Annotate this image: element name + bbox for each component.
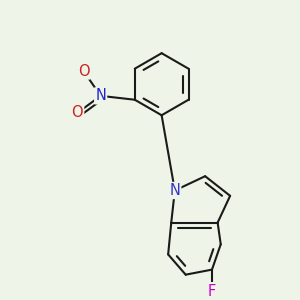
Text: O: O <box>72 105 83 120</box>
Text: N: N <box>95 88 106 104</box>
Text: N: N <box>169 183 180 198</box>
Text: O: O <box>78 64 89 79</box>
Text: F: F <box>208 284 216 299</box>
